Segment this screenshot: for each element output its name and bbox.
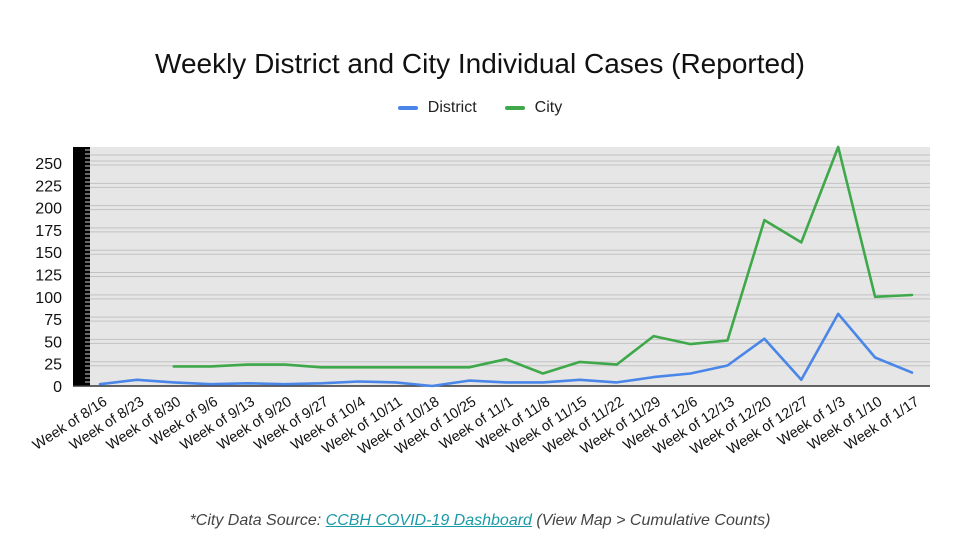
- y-tick-label: 75: [44, 312, 62, 329]
- y-tick-label: 200: [35, 201, 62, 218]
- legend: District City: [0, 99, 960, 117]
- series-line-city: [172, 145, 914, 375]
- legend-swatch-district: [397, 106, 418, 110]
- plot-area: [90, 147, 930, 386]
- y-tick-label: 50: [44, 334, 62, 351]
- footer-prefix: *City Data Source:: [189, 512, 326, 529]
- y-tick-label: 250: [35, 156, 62, 173]
- legend-label-city: City: [534, 99, 563, 116]
- footer-note: *City Data Source: CCBH COVID-19 Dashboa…: [0, 512, 960, 530]
- y-tick-label: 100: [35, 290, 62, 307]
- y-tick-label: 0: [53, 379, 62, 396]
- series-line-district: [98, 312, 914, 388]
- chart-title: Weekly District and City Individual Case…: [155, 48, 805, 79]
- y-tick-label: 150: [35, 245, 62, 262]
- legend-swatch-city: [504, 106, 525, 110]
- y-tick-label: 225: [35, 178, 62, 195]
- y-tick-label: 25: [44, 357, 62, 374]
- footer-suffix: (View Map > Cumulative Counts): [531, 512, 771, 529]
- legend-item-district: District: [397, 99, 477, 117]
- y-tick-label: 125: [35, 268, 62, 285]
- legend-item-city: City: [504, 99, 563, 117]
- footer-link[interactable]: CCBH COVID-19 Dashboard: [325, 512, 532, 529]
- legend-label-district: District: [427, 99, 477, 116]
- y-tick-label: 175: [35, 223, 62, 240]
